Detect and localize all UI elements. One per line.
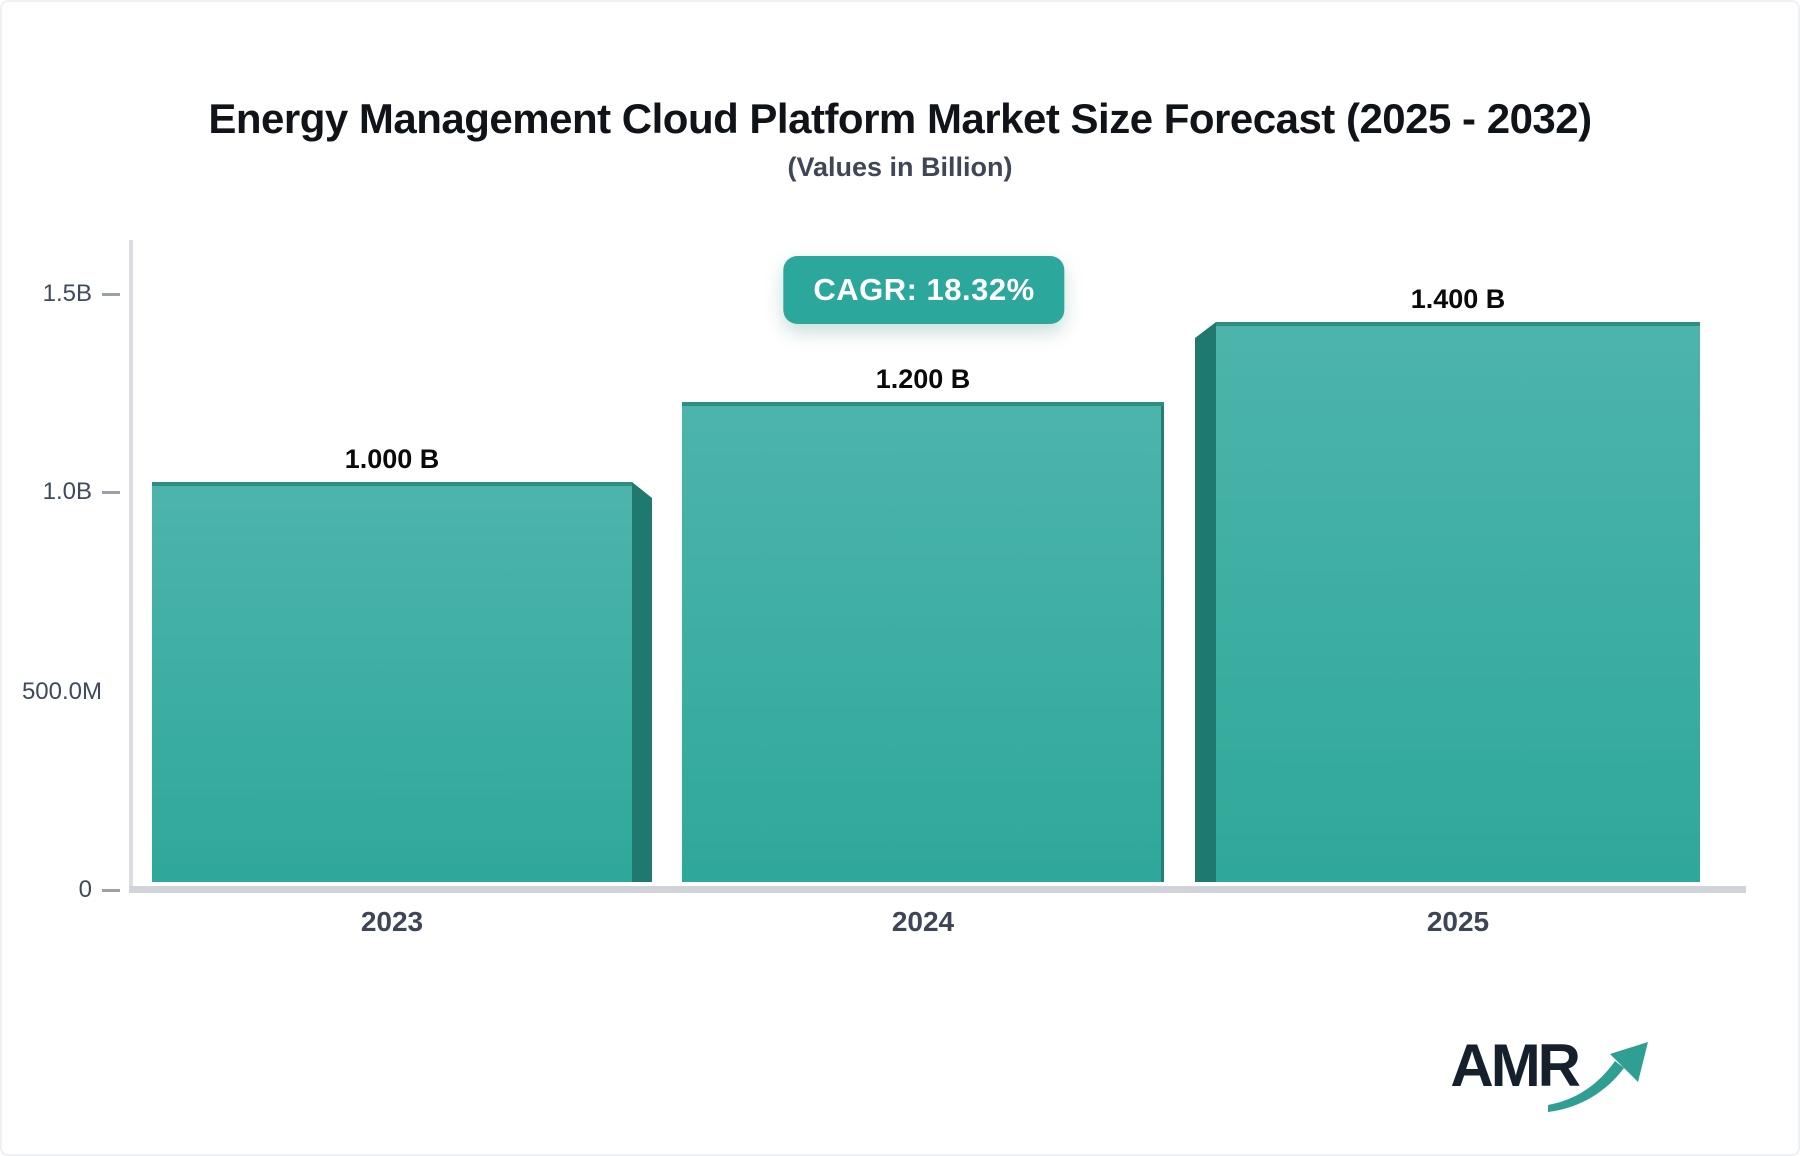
bar-2025: 1.400 B <box>1195 284 1700 882</box>
bar-value-label: 1.400 B <box>1410 284 1506 314</box>
cagr-badge: CAGR: 18.32% <box>783 256 1065 324</box>
growth-arrow-icon <box>1548 1042 1648 1112</box>
y-tick-1-5b: 1.5B <box>2 280 120 308</box>
x-axis-label-2025: 2025 <box>1426 906 1490 937</box>
bar-3d-side <box>632 482 652 882</box>
y-tick-1-0b: 1.0B <box>2 478 120 506</box>
bar-face <box>1216 322 1700 882</box>
tick-mark <box>102 490 120 494</box>
chart-subtitle: (Values in Billion) <box>787 152 1013 182</box>
bar-2024: 1.200 B <box>682 364 1164 882</box>
bar-value-label: 1.000 B <box>344 444 440 474</box>
x-axis-label-2023: 2023 <box>360 906 424 937</box>
y-tick-0: 0 <box>2 876 120 904</box>
y-tick-label: 1.5B <box>42 280 92 307</box>
y-tick-label: 1.0B <box>42 478 92 505</box>
y-tick-500m: 500.0M <box>2 678 120 706</box>
bar-3d-side <box>1195 322 1216 882</box>
tick-mark <box>102 292 120 296</box>
x-axis-label-2024: 2024 <box>891 906 955 937</box>
x-axis-line <box>129 886 1746 893</box>
bar-face <box>152 482 632 882</box>
bar-value-label: 1.200 B <box>875 364 971 394</box>
amr-logo: AMR <box>1450 1036 1652 1118</box>
tick-mark <box>102 888 120 892</box>
y-tick-label: 0 <box>78 876 92 903</box>
page-title: Energy Management Cloud Platform Market … <box>208 95 1592 142</box>
bar-2023: 1.000 B <box>152 444 652 882</box>
y-axis-line <box>129 240 133 893</box>
y-tick-label: 500.0M <box>21 678 102 705</box>
amr-logo-text: AMR <box>1450 1032 1581 1099</box>
bar-face <box>682 402 1164 882</box>
